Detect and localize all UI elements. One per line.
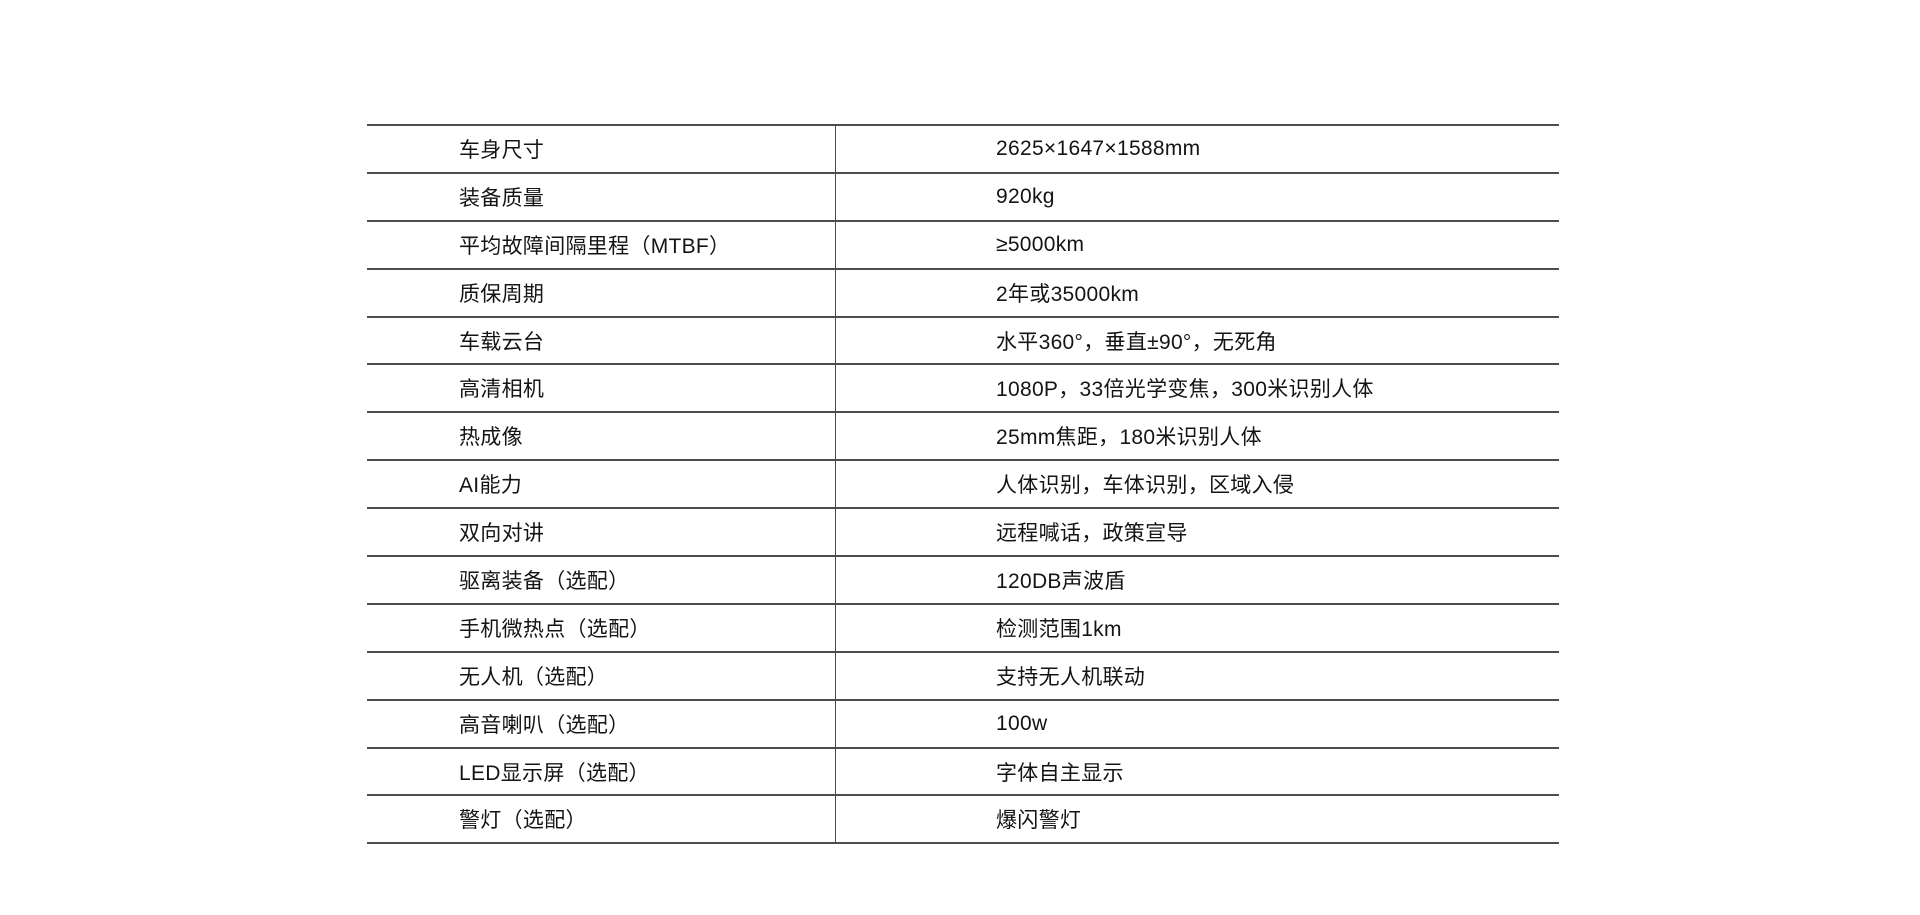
table-row: 高清相机 1080P，33倍光学变焦，300米识别人体 (367, 363, 1559, 412)
spec-label: 高音喇叭（选配） (367, 700, 836, 747)
spec-value: 远程喊话，政策宣导 (996, 522, 1188, 546)
spec-value: 920kg (996, 184, 1055, 208)
spec-value: 120DB声波盾 (996, 569, 1126, 593)
table-row: 双向对讲 远程喊话，政策宣导 (367, 507, 1559, 556)
table-row: 质保周期 2年或35000km (367, 267, 1559, 316)
table-row: 手机微热点（选配） 检测范围1km (367, 602, 1559, 651)
spec-label: 双向对讲 (367, 509, 836, 556)
table-row: 驱离装备（选配） 120DB声波盾 (367, 555, 1559, 603)
spec-value: 人体识别，车体识别，区域入侵 (996, 474, 1295, 498)
spec-value: 25mm焦距，180米识别人体 (996, 426, 1262, 450)
spec-value: 爆闪警灯 (996, 809, 1082, 833)
spec-value: ≥5000km (996, 232, 1085, 256)
spec-value: 支持无人机联动 (996, 665, 1146, 689)
table-row: 装备质量 920kg (367, 171, 1559, 220)
spec-label: 车载云台 (367, 317, 836, 364)
spec-label: 质保周期 (367, 269, 836, 316)
spec-value: 100w (996, 711, 1048, 735)
table-row: 无人机（选配） 支持无人机联动 (367, 650, 1559, 699)
spec-label: 手机微热点（选配） (367, 604, 836, 651)
spec-label: 热成像 (367, 413, 836, 460)
spec-label: 高清相机 (367, 365, 836, 412)
spec-label: AI能力 (367, 461, 836, 508)
spec-label: 平均故障间隔里程（MTBF） (367, 221, 836, 268)
table-row: 平均故障间隔里程（MTBF） ≥5000km (367, 219, 1559, 268)
table-row: 车身尺寸 2625×1647×1588mm (367, 124, 1559, 172)
table-row: AI能力 人体识别，车体识别，区域入侵 (367, 459, 1559, 508)
spec-label: LED显示屏（选配） (367, 748, 836, 795)
spec-value: 水平360°，垂直±90°，无死角 (996, 330, 1277, 354)
table-row: LED显示屏（选配） 字体自主显示 (367, 746, 1559, 795)
table-row: 警灯（选配） 爆闪警灯 (367, 794, 1559, 843)
spec-label: 车身尺寸 (367, 126, 836, 172)
spec-value: 检测范围1km (996, 617, 1122, 641)
spec-label: 驱离装备（选配） (367, 557, 836, 603)
spec-value: 1080P，33倍光学变焦，300米识别人体 (996, 378, 1374, 402)
spec-table: 车身尺寸 2625×1647×1588mm 装备质量 920kg 平均故障间隔里… (367, 124, 1559, 845)
table-row: 车载云台 水平360°，垂直±90°，无死角 (367, 315, 1559, 364)
spec-value: 2年或35000km (996, 282, 1140, 306)
spec-label: 警灯（选配） (367, 796, 836, 843)
spec-label: 无人机（选配） (367, 652, 836, 699)
spec-value: 2625×1647×1588mm (996, 136, 1201, 160)
table-row: 高音喇叭（选配） 100w (367, 698, 1559, 747)
spec-value: 字体自主显示 (996, 761, 1124, 785)
table-row: 热成像 25mm焦距，180米识别人体 (367, 411, 1559, 460)
spec-label: 装备质量 (367, 173, 836, 220)
